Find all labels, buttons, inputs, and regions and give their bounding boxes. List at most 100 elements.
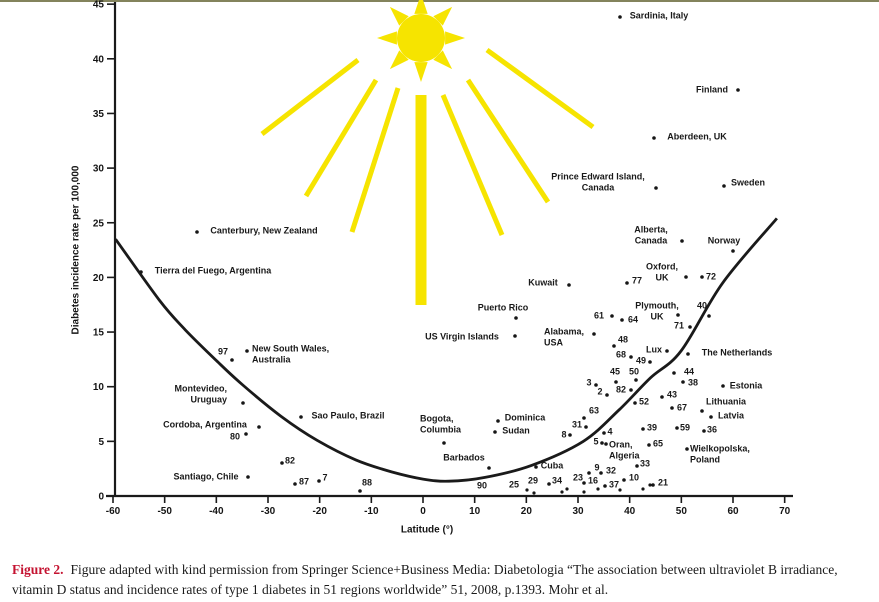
data-point-dot [592,332,596,336]
data-point-dot [700,275,704,279]
data-point-dot [605,393,609,397]
data-point-dot [487,466,491,470]
data-point-dot [610,314,614,318]
data-point-dot [629,355,633,359]
data-point-dot [665,349,669,353]
figure-2-chart: -60 -50 -40 -30 -20 -10 0 10 20 30 40 50 60 70 0 5 10 15 2… [70,0,793,536]
y-tick-label: 35 [93,109,105,120]
data-point-dot [602,431,606,435]
data-point-dot [280,461,284,465]
x-tick-label: 0 [420,506,426,517]
data-point-dot [244,432,248,436]
data-point-dot [634,378,638,382]
y-tick-label: 25 [93,218,105,229]
figure-caption-label: Figure 2. [12,562,64,577]
data-point-dot [688,325,692,329]
data-point-dot [618,488,622,492]
data-point-dot [245,349,249,353]
data-point-dot [641,427,645,431]
data-point-dot [604,442,608,446]
data-point-dot [684,275,688,279]
data-point-dot [582,481,586,485]
data-point-dot [603,484,607,488]
data-point-dot [722,184,726,188]
data-point-dot [633,401,637,405]
data-point-dot [358,489,362,493]
data-point-dot [532,491,536,495]
data-point-dot [629,388,633,392]
data-point-dot [647,443,651,447]
x-tick-label: 30 [572,506,584,517]
data-point-dot [680,239,684,243]
data-point-dot [547,482,551,486]
figure-top-border [0,0,879,2]
fit-curve [114,217,778,483]
data-point-dot [672,371,676,375]
x-tick-label: -20 [312,506,327,517]
data-point-dot [614,380,618,384]
x-tick-label: -30 [261,506,276,517]
data-point-dot [525,488,529,492]
data-point-dot [599,471,603,475]
y-tick-label: 30 [93,164,105,175]
data-point-dot [317,479,321,483]
data-point-dot [670,406,674,410]
data-point-dot [652,136,656,140]
x-tick-label: -40 [209,506,224,517]
data-point-dot [582,416,586,420]
figure-caption-text: Figure adapted with kind permission from… [12,562,838,597]
data-point-dot [241,401,245,405]
data-point-dot [600,441,604,445]
data-point-dot [731,249,735,253]
data-point-dot [622,478,626,482]
data-point-dot [582,490,586,494]
data-point-dot [195,230,199,234]
figure-caption: Figure 2. Figure adapted with kind permis… [12,560,864,600]
data-point-dot [246,475,250,479]
data-point-dot [681,380,685,384]
x-tick-label: -50 [157,506,172,517]
data-point-dot [612,344,616,348]
data-point-dot [654,186,658,190]
data-point-dot [648,360,652,364]
data-point-dot [587,471,591,475]
data-point-dot [721,384,725,388]
data-point-dot [493,430,497,434]
data-point-dot [709,415,713,419]
x-axis-title: Latitude (°) [400,524,454,536]
data-point-dot [635,464,639,468]
data-point-dot [514,316,518,320]
data-point-dot [596,487,600,491]
data-point-dot [534,465,538,469]
y-tick-label: 20 [93,273,105,284]
data-point-dot [567,283,571,287]
data-point-dot [584,425,588,429]
data-point-dot [700,409,704,413]
y-tick-label: 15 [93,328,105,339]
data-point-dot [442,441,446,445]
y-tick-label: 10 [93,382,105,393]
data-point-dot [707,314,711,318]
sun-icon [260,0,595,305]
data-point-dot [139,270,143,274]
x-tick-label: 50 [676,506,688,517]
data-point-dot [257,425,261,429]
x-tick-label: 20 [521,506,533,517]
data-point-dot [736,88,740,92]
y-tick-label: 40 [93,54,105,65]
data-point-dot [560,490,564,494]
data-point-dot [676,313,680,317]
data-point-dot [618,15,622,19]
x-tick-label: 10 [469,506,481,517]
x-tick-label: 60 [727,506,739,517]
data-point-dot [565,487,569,491]
x-tick-label: -60 [106,506,121,517]
data-point-dot [685,447,689,451]
scatter-plot-canvas: -60 -50 -40 -30 -20 -10 0 10 20 30 40 50 60 70 0 5 10 15 2… [93,0,793,517]
data-point-dot [625,281,629,285]
x-tick-label: 70 [779,506,791,517]
data-point-dot [620,318,624,322]
y-axis-title: Diabetes incidence rate per 100,000 [70,165,82,335]
x-tick-label: 40 [624,506,636,517]
data-point-dot [641,487,645,491]
